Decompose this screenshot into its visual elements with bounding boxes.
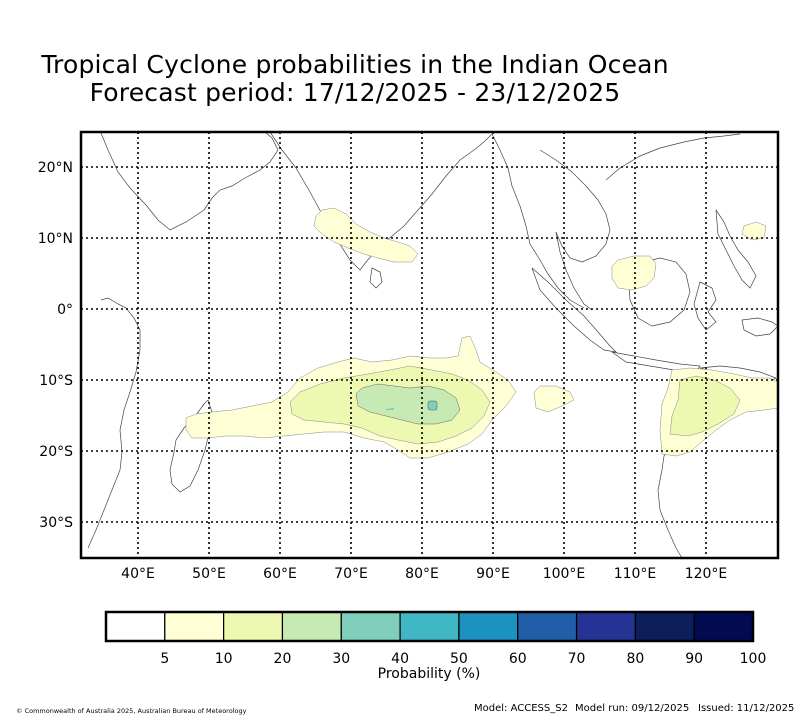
colorbar-tick-label: 60 [509,651,527,667]
map-background [81,132,778,558]
colorbar-tick-label: 50 [450,651,468,667]
longitude-labels: 40°E 50°E 60°E 70°E 80°E 90°E 100°E 110°… [121,566,727,582]
colorbar-tick-label: 20 [274,651,292,667]
lon-label: 100°E [543,566,586,582]
colorbar-swatch [164,611,225,642]
colorbar-tick-label: 40 [391,651,409,667]
colorbar-swatch [517,611,578,642]
lon-label: 60°E [263,566,297,582]
latitude-labels: 20°N 10°N 0° 10°S 20°S 30°S [38,160,73,531]
issued-date: Issued: 11/12/2025 [698,703,795,714]
copyright-notice: © Commonwealth of Australia 2025, Austra… [16,707,247,715]
colorbar-swatch [693,611,754,642]
colorbar-ticks: 5 10 20 30 40 50 60 70 80 90 100 [160,651,766,667]
colorbar-label: Probability (%) [378,666,481,682]
lon-label: 120°E [685,566,728,582]
colorbar-tick-label: 5 [160,651,169,667]
south-indian-ocean-band-core [355,383,461,425]
colorbar-tick-label: 100 [740,651,767,667]
philippine-sea-region [741,221,767,241]
lon-label: 70°E [334,566,368,582]
colorbar-frame [104,610,755,643]
chart-title-line2: Forecast period: 17/12/2025 - 23/12/2025 [89,78,621,107]
colorbar-tick-label: 70 [568,651,586,667]
timor-sea-region-inner [669,375,741,437]
lat-label: 20°N [38,160,73,176]
borneo-region [611,255,657,291]
lat-label: 30°S [39,515,73,531]
lon-label: 80°E [405,566,439,582]
colorbar-swatch [575,611,636,642]
lat-label: 10°S [39,373,73,389]
colorbar-tick-label: 80 [626,651,644,667]
colorbar-swatch [223,611,284,642]
lon-label: 90°E [476,566,510,582]
lon-label: 40°E [121,566,155,582]
model-run-date: Model run: 09/12/2025 [575,703,690,714]
colorbar-swatch [399,611,460,642]
south-indian-ocean-band-peak-sliver [386,408,394,410]
colorbar-swatch [340,611,401,642]
colorbar-tick-label: 90 [685,651,703,667]
colorbar [105,611,754,642]
south-indian-ocean-band-peak [427,400,438,411]
lat-label: 0° [57,302,73,318]
colorbar-tick-label: 30 [332,651,350,667]
lat-label: 10°N [38,231,73,247]
arabian-sea-region [313,207,419,263]
lat-label: 20°S [39,444,73,460]
model-name: Model: ACCESS_S2 [474,703,568,714]
colorbar-swatch [281,611,342,642]
colorbar-tick-label: 10 [215,651,233,667]
lon-label: 110°E [614,566,657,582]
colorbar-swatch [105,611,166,642]
graticule [81,132,778,558]
map-frame [79,130,780,560]
lon-label: 50°E [192,566,226,582]
chart-title-line1: Tropical Cyclone probabilities in the In… [41,50,669,79]
colorbar-swatch [458,611,519,642]
colorbar-swatch [634,611,695,642]
